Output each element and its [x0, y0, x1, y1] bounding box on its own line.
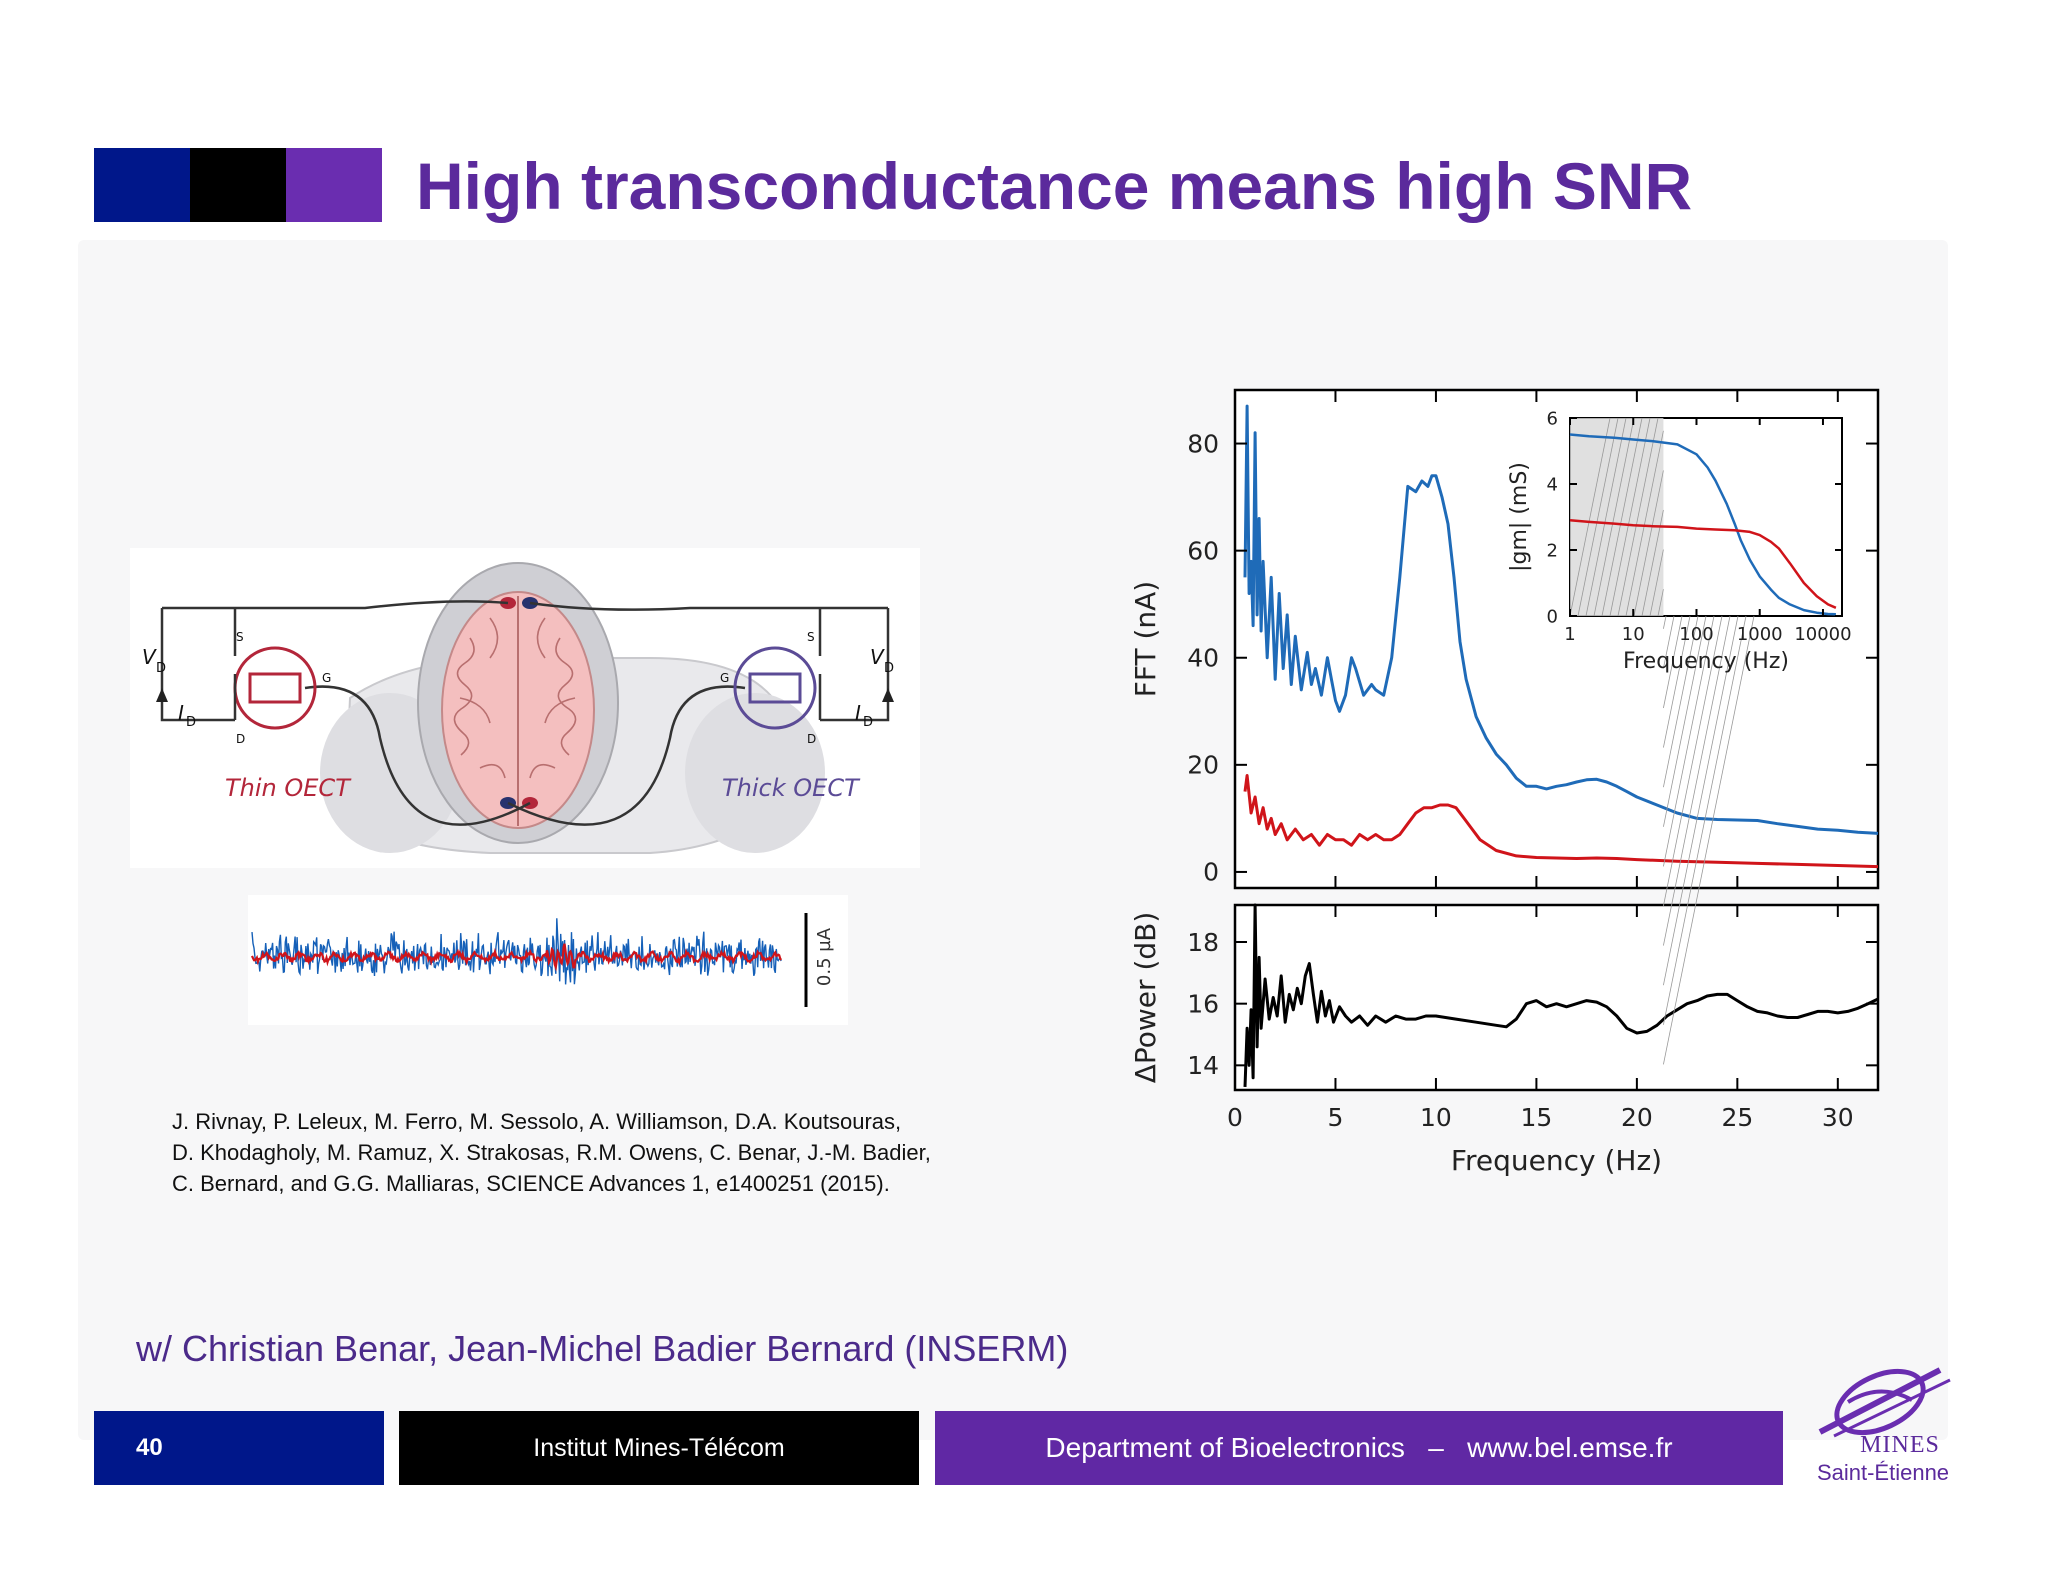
gm_inset-hatch-line [1649, 549, 1664, 617]
thick-oect-label: Thick OECT [722, 774, 861, 802]
citation-line: C. Bernard, and G.G. Malliaras, SCIENCE … [172, 1171, 890, 1196]
gm_inset-hatch-line [1577, 417, 1619, 617]
gm_inset-y-tick-label: 0 [1547, 606, 1558, 627]
fft-y-tick-label: 80 [1187, 429, 1219, 458]
gm_inset-hatch-line [1663, 615, 1747, 1025]
gm_inset-hatch-line [1601, 417, 1643, 617]
gm_inset-hatch-line [1569, 417, 1611, 617]
fft-y-axis-title: FFT (nA) [1129, 581, 1162, 697]
delta_power-y-tick-label: 18 [1187, 928, 1219, 957]
gm_inset-hatch-line [1593, 417, 1635, 617]
gm_inset-x-tick-label: 1 [1564, 624, 1575, 645]
delta_power-x-axis-title: Frequency (Hz) [1451, 1144, 1662, 1177]
citation-line: J. Rivnay, P. Leleux, M. Ferro, M. Sesso… [172, 1109, 902, 1134]
gm_inset-x-tick-label: 100 [1679, 624, 1713, 645]
gm_inset-hatch-line [1609, 417, 1651, 617]
terminal-g-right: G [720, 671, 729, 685]
delta_power-y-tick-label: 14 [1187, 1051, 1219, 1080]
delta_power-x-tick-label: 5 [1328, 1103, 1344, 1132]
delta_power-x-tick-label: 15 [1521, 1103, 1553, 1132]
gm_inset-y-tick-label: 6 [1547, 408, 1558, 429]
gm_inset-hatch-line [1657, 589, 1664, 617]
id-label-left: I [178, 701, 184, 725]
fft-series-0-line [1243, 404, 1879, 835]
citation-line: D. Khodagholy, M. Ramuz, X. Strakosas, R… [172, 1140, 931, 1165]
gm_inset-series-0-line [1569, 433, 1836, 616]
vd-label-right: V [870, 645, 885, 669]
vd-label-left: V [142, 645, 157, 669]
id-sub-left: D [186, 715, 196, 730]
fft-y-tick-label: 40 [1187, 643, 1219, 672]
delta_power-plot-frame [1233, 903, 1880, 1092]
gm_inset-x-tick-label: 10000 [1794, 624, 1851, 645]
gm_inset-hatch-line [1663, 615, 1755, 1065]
id-sub-right: D [863, 715, 873, 730]
gm_inset-hatch-line [1633, 470, 1664, 617]
terminal-s-right: S [807, 630, 815, 644]
gm_inset-hatch-line [1663, 615, 1715, 867]
terminal-d-left: D [236, 732, 245, 746]
gm_inset-series-1-line [1569, 519, 1837, 609]
header-color-bar [94, 148, 382, 222]
vd-sub-right: D [884, 661, 894, 676]
gm_inset-hatch-line [1663, 615, 1675, 669]
gm_inset-hatch-line [1663, 615, 1667, 629]
fft-y-tick-label: 20 [1187, 751, 1219, 780]
terminal-s-left: S [236, 630, 244, 644]
gm_inset-y-tick-label: 4 [1547, 474, 1558, 495]
id-label-right: I [855, 701, 861, 725]
vd-sub-left: D [156, 661, 166, 676]
gm_inset-hatch-line [1641, 509, 1664, 617]
mines-logo-icon [1818, 1367, 1951, 1438]
fft-y-tick-label: 0 [1203, 858, 1219, 887]
gm_inset-hatch-line [1663, 615, 1683, 709]
header-square-blue [94, 148, 190, 222]
page-number: 40 [94, 1411, 384, 1485]
logo-text-mines: MINES [1860, 1432, 1940, 1458]
footer-department: Department of Bioelectronics – www.bel.e… [935, 1411, 1783, 1485]
eeg-trace: 0.5 µA [248, 895, 848, 1025]
gm_inset-y-axis-title: |gm| (mS) [1507, 462, 1532, 572]
footer-institute: Institut Mines-Télécom [399, 1411, 919, 1485]
delta_power-y-axis-title: ΔPower (dB) [1129, 912, 1162, 1084]
oect-schematic: V D I D S D G V D I D S D G Thin OECT Th… [130, 548, 920, 868]
citation: J. Rivnay, P. Leleux, M. Ferro, M. Sesso… [172, 1106, 1012, 1199]
header-square-purple [286, 148, 382, 222]
gm_inset-x-axis-title: Frequency (Hz) [1623, 649, 1789, 674]
gm_inset-hatch-line [1663, 615, 1739, 986]
gm_inset-hatch-line [1663, 615, 1707, 827]
gm_inset-hatch-line [1625, 430, 1664, 617]
delta_power-x-tick-label: 10 [1420, 1103, 1452, 1132]
slide-title: High transconductance means high SNR [416, 149, 1693, 223]
terminal-g-left: G [322, 671, 331, 685]
delta_power-x-tick-label: 25 [1721, 1103, 1753, 1132]
delta_power-x-tick-label: 0 [1227, 1103, 1243, 1132]
delta_power-x-tick-label: 30 [1822, 1103, 1854, 1132]
collaborators-credit: w/ Christian Benar, Jean-Michel Badier B… [136, 1328, 1069, 1369]
logo-text-saint-etienne: Saint-Étienne [1816, 1460, 1950, 1485]
scale-bar-label: 0.5 µA [814, 927, 835, 986]
gm_inset-hatch-line [1663, 615, 1691, 748]
delta_power-x-tick-label: 20 [1621, 1103, 1653, 1132]
gm_inset-hatch-line [1663, 615, 1699, 788]
gm_inset-x-tick-label: 1000 [1737, 624, 1783, 645]
gm_inset-hatch-line [1585, 417, 1627, 617]
gm_inset-hatch-line [1663, 615, 1723, 907]
gm_inset-hatch-line [1663, 615, 1731, 946]
gm_inset-hatch-line [1617, 417, 1659, 617]
delta_power-y-tick-label: 16 [1187, 989, 1219, 1018]
gm_inset-y-tick-label: 2 [1547, 540, 1558, 561]
thin-oect-label: Thin OECT [225, 774, 352, 802]
terminal-d-right: D [807, 732, 816, 746]
delta_power-series-0-line [1243, 903, 1879, 1087]
fft-series-1-line [1243, 774, 1879, 869]
gm_inset-x-tick-label: 10 [1622, 624, 1645, 645]
header-square-black [190, 148, 286, 222]
fft-y-tick-label: 60 [1187, 536, 1219, 565]
